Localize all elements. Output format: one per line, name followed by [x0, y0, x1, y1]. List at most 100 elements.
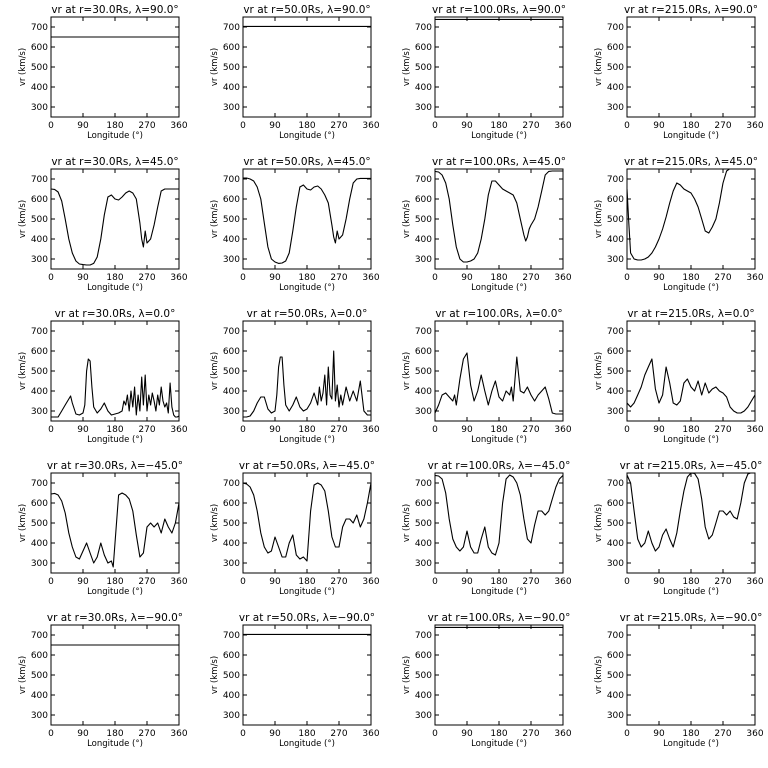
- x-tick-label: 270: [714, 729, 731, 739]
- panel-title: vr at r=50.0Rs, λ=−45.0°: [239, 460, 375, 472]
- y-tick-label: 300: [607, 255, 624, 265]
- y-tick-label: 500: [607, 367, 624, 377]
- panel-title: vr at r=215.0Rs, λ=90.0°: [624, 4, 758, 16]
- x-tick-label: 0: [48, 273, 54, 283]
- y-tick-label: 700: [31, 175, 48, 185]
- x-tick-label: 90: [461, 577, 473, 587]
- y-tick-label: 500: [607, 215, 624, 225]
- plot-frame: [242, 168, 372, 270]
- y-tick-label: 400: [31, 691, 48, 701]
- y-axis-label: vr (km/s): [402, 504, 412, 542]
- x-tick-label: 270: [522, 273, 539, 283]
- x-tick-label: 180: [106, 729, 123, 739]
- y-tick-label: 300: [415, 711, 432, 721]
- panel-7: vr at r=215.0Rs, λ=45.0° 0 90 180 270 360 300 4…: [594, 156, 764, 293]
- x-axis-label: Longitude (°): [279, 739, 335, 749]
- x-tick-label: 180: [490, 121, 507, 131]
- x-tick-label: 180: [106, 425, 123, 435]
- x-tick-label: 270: [138, 273, 155, 283]
- x-tick-label: 360: [746, 729, 763, 739]
- x-axis-label: Longitude (°): [279, 435, 335, 445]
- panel-title: vr at r=50.0Rs, λ=90.0°: [243, 4, 370, 16]
- x-tick-label: 0: [48, 425, 54, 435]
- y-tick-label: 600: [223, 347, 240, 357]
- y-tick-label: 700: [415, 631, 432, 641]
- x-tick-label: 180: [682, 425, 699, 435]
- y-tick-label: 500: [607, 671, 624, 681]
- plot-frame: [50, 472, 180, 574]
- y-tick-label: 600: [415, 43, 432, 53]
- x-axis-label: Longitude (°): [471, 131, 527, 141]
- x-tick-label: 180: [682, 121, 699, 131]
- x-tick-label: 0: [624, 425, 630, 435]
- x-tick-label: 360: [170, 729, 187, 739]
- y-tick-label: 700: [223, 479, 240, 489]
- x-axis-label: Longitude (°): [87, 283, 143, 293]
- x-tick-label: 360: [554, 577, 571, 587]
- x-tick-label: 0: [624, 577, 630, 587]
- x-tick-label: 0: [624, 729, 630, 739]
- panel-title: vr at r=30.0Rs, λ=−90.0°: [47, 612, 183, 624]
- panel-10: vr at r=100.0Rs, λ=0.0° 0 90 180 270 360 300 40…: [402, 308, 572, 445]
- x-tick-label: 90: [653, 729, 665, 739]
- x-axis-label: Longitude (°): [87, 131, 143, 141]
- x-tick-label: 270: [714, 577, 731, 587]
- panel-title: vr at r=50.0Rs, λ=0.0°: [247, 308, 368, 320]
- y-tick-label: 400: [223, 83, 240, 93]
- y-tick-label: 400: [223, 539, 240, 549]
- x-axis-label: Longitude (°): [279, 283, 335, 293]
- y-tick-label: 600: [31, 347, 48, 357]
- x-tick-label: 0: [48, 121, 54, 131]
- x-axis-label: Longitude (°): [471, 739, 527, 749]
- x-tick-label: 90: [269, 121, 281, 131]
- plot-frame: [242, 320, 372, 422]
- x-tick-label: 360: [170, 273, 187, 283]
- y-tick-label: 300: [223, 711, 240, 721]
- panel-title: vr at r=100.0Rs, λ=0.0°: [435, 308, 562, 320]
- x-tick-label: 0: [240, 425, 246, 435]
- y-tick-label: 500: [223, 367, 240, 377]
- panel-title: vr at r=100.0Rs, λ=−90.0°: [428, 612, 571, 624]
- x-axis-label: Longitude (°): [663, 435, 719, 445]
- x-tick-label: 270: [714, 425, 731, 435]
- x-tick-label: 0: [48, 729, 54, 739]
- y-axis-label: vr (km/s): [594, 504, 604, 542]
- x-axis-label: Longitude (°): [279, 587, 335, 597]
- y-tick-label: 500: [31, 671, 48, 681]
- y-tick-label: 400: [31, 235, 48, 245]
- y-tick-label: 300: [223, 103, 240, 113]
- y-tick-label: 700: [415, 175, 432, 185]
- x-axis-label: Longitude (°): [87, 435, 143, 445]
- panel-14: vr at r=100.0Rs, λ=−45.0° 0 90 180 270 360 300…: [402, 460, 572, 597]
- y-tick-label: 700: [223, 23, 240, 33]
- y-tick-label: 300: [415, 103, 432, 113]
- y-tick-label: 600: [415, 347, 432, 357]
- y-tick-label: 600: [223, 43, 240, 53]
- panel-19: vr at r=215.0Rs, λ=−90.0° 0 90 180 270 360 300…: [594, 612, 764, 749]
- panel-0: vr at r=30.0Rs, λ=90.0° 0 90 180 270 360 300 40…: [18, 4, 188, 141]
- x-axis-label: Longitude (°): [663, 739, 719, 749]
- x-tick-label: 180: [106, 273, 123, 283]
- x-tick-label: 360: [746, 273, 763, 283]
- x-tick-label: 270: [522, 121, 539, 131]
- x-tick-label: 90: [461, 121, 473, 131]
- y-tick-label: 700: [607, 631, 624, 641]
- y-tick-label: 700: [415, 479, 432, 489]
- x-tick-label: 360: [554, 729, 571, 739]
- x-tick-label: 180: [298, 577, 315, 587]
- panel-title: vr at r=215.0Rs, λ=−45.0°: [620, 460, 763, 472]
- y-axis-label: vr (km/s): [402, 352, 412, 390]
- y-tick-label: 600: [607, 347, 624, 357]
- y-tick-label: 600: [607, 499, 624, 509]
- x-tick-label: 270: [330, 425, 347, 435]
- y-axis-label: vr (km/s): [210, 656, 220, 694]
- x-tick-label: 180: [682, 577, 699, 587]
- series-line: [435, 352, 563, 415]
- x-tick-label: 90: [77, 425, 89, 435]
- y-axis-label: vr (km/s): [402, 656, 412, 694]
- x-axis-label: Longitude (°): [87, 587, 143, 597]
- x-tick-label: 360: [554, 121, 571, 131]
- x-tick-label: 90: [269, 577, 281, 587]
- x-tick-label: 270: [138, 577, 155, 587]
